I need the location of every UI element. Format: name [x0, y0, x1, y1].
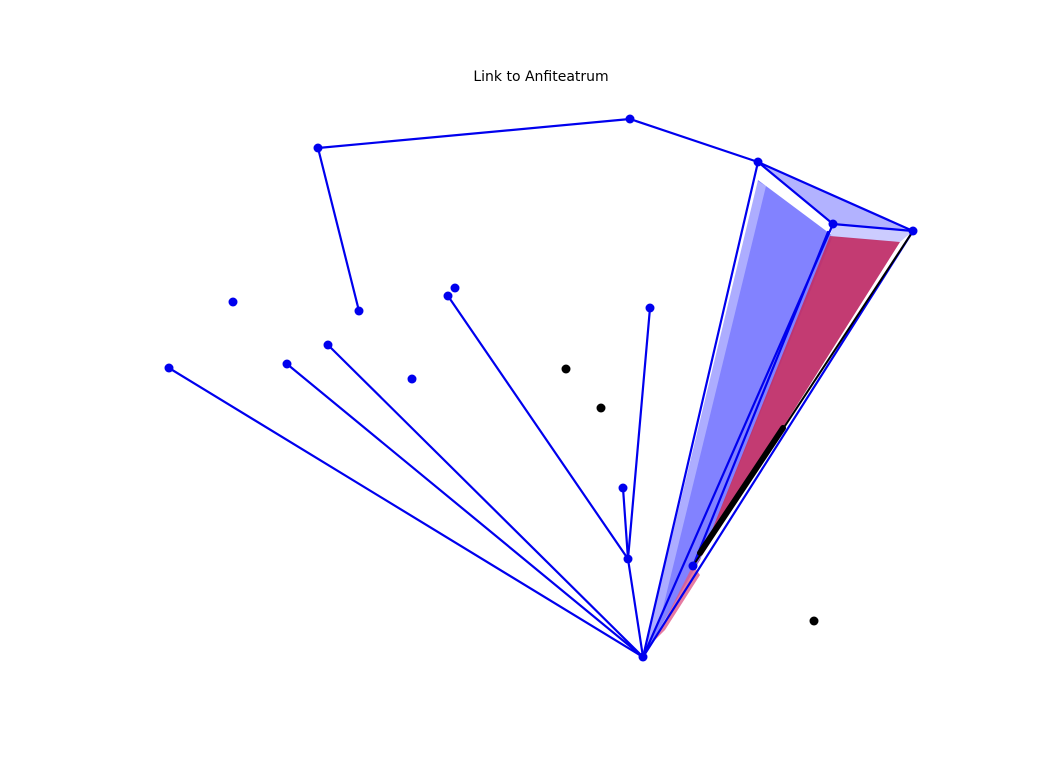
- edge-line: [326, 343, 645, 659]
- fan-light-band: [830, 224, 913, 242]
- edge-line: [756, 160, 835, 226]
- node: [638, 652, 648, 662]
- edge-line: [167, 366, 645, 659]
- edge-line: [626, 306, 652, 561]
- node: [443, 291, 453, 301]
- node: [450, 283, 460, 293]
- node: [753, 157, 763, 167]
- point: [596, 403, 606, 413]
- point: [809, 616, 819, 626]
- edge-line: [316, 117, 632, 150]
- node: [323, 340, 333, 350]
- node: [688, 561, 698, 571]
- edge-line: [316, 146, 361, 313]
- node: [828, 219, 838, 229]
- edge-line: [756, 160, 915, 233]
- edge-line: [621, 486, 630, 561]
- fan-blue-wedge: [643, 180, 833, 657]
- node: [164, 363, 174, 373]
- edge-line: [641, 229, 915, 659]
- fan-highlight-strip: [643, 180, 766, 657]
- node: [407, 374, 417, 384]
- node: [282, 359, 292, 369]
- node: [645, 303, 655, 313]
- edge-line: [628, 117, 760, 164]
- edge-line: [285, 362, 645, 659]
- point: [561, 364, 571, 374]
- edge-line: [446, 294, 630, 561]
- node: [354, 306, 364, 316]
- node: [618, 483, 628, 493]
- node: [313, 143, 323, 153]
- node: [625, 114, 635, 124]
- edge-line: [831, 222, 915, 233]
- edge-line: [691, 230, 830, 568]
- edge-black-thick: [697, 425, 786, 556]
- edge-line: [626, 557, 645, 659]
- diagram-title: Link to Anfiteatrum: [473, 69, 609, 85]
- node: [623, 554, 633, 564]
- node: [228, 297, 238, 307]
- edge-line: [641, 160, 760, 659]
- node: [908, 226, 918, 236]
